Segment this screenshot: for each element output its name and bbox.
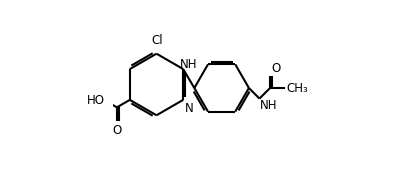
Text: O: O (112, 124, 122, 137)
Text: O: O (271, 62, 280, 75)
Text: NH: NH (180, 58, 198, 71)
Text: N: N (185, 102, 194, 115)
Text: NH: NH (260, 99, 278, 112)
Text: HO: HO (87, 94, 105, 107)
Text: Cl: Cl (152, 34, 163, 47)
Text: CH₃: CH₃ (286, 81, 308, 95)
